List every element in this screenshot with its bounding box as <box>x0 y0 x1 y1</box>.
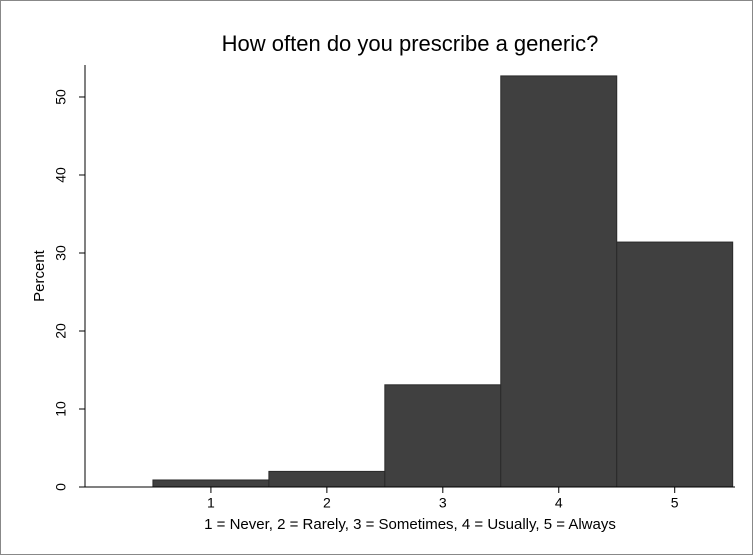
bar <box>616 241 734 488</box>
y-tick-label: 30 <box>53 245 69 261</box>
x-tick-label: 2 <box>323 495 331 511</box>
y-tick-label: 10 <box>53 401 69 417</box>
y-tick-label: 20 <box>53 323 69 339</box>
y-tick-label: 50 <box>53 89 69 105</box>
bar <box>500 75 618 488</box>
y-tick-label: 0 <box>53 483 69 491</box>
x-tick-label: 1 <box>207 495 215 511</box>
x-tick-label: 3 <box>439 495 447 511</box>
bar <box>268 470 386 488</box>
x-tick-label: 4 <box>555 495 563 511</box>
x-tick-label: 5 <box>671 495 679 511</box>
chart-title: How often do you prescribe a generic? <box>222 31 599 56</box>
bar <box>384 384 502 488</box>
bar <box>152 479 270 488</box>
x-axis-label: 1 = Never, 2 = Rarely, 3 = Sometimes, 4 … <box>204 516 616 533</box>
y-tick-label: 40 <box>53 167 69 183</box>
y-axis-label: Percent <box>31 249 48 302</box>
